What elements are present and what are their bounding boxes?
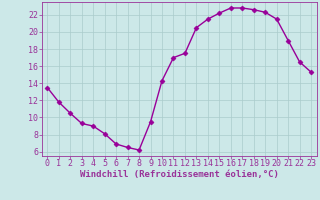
X-axis label: Windchill (Refroidissement éolien,°C): Windchill (Refroidissement éolien,°C) — [80, 170, 279, 179]
